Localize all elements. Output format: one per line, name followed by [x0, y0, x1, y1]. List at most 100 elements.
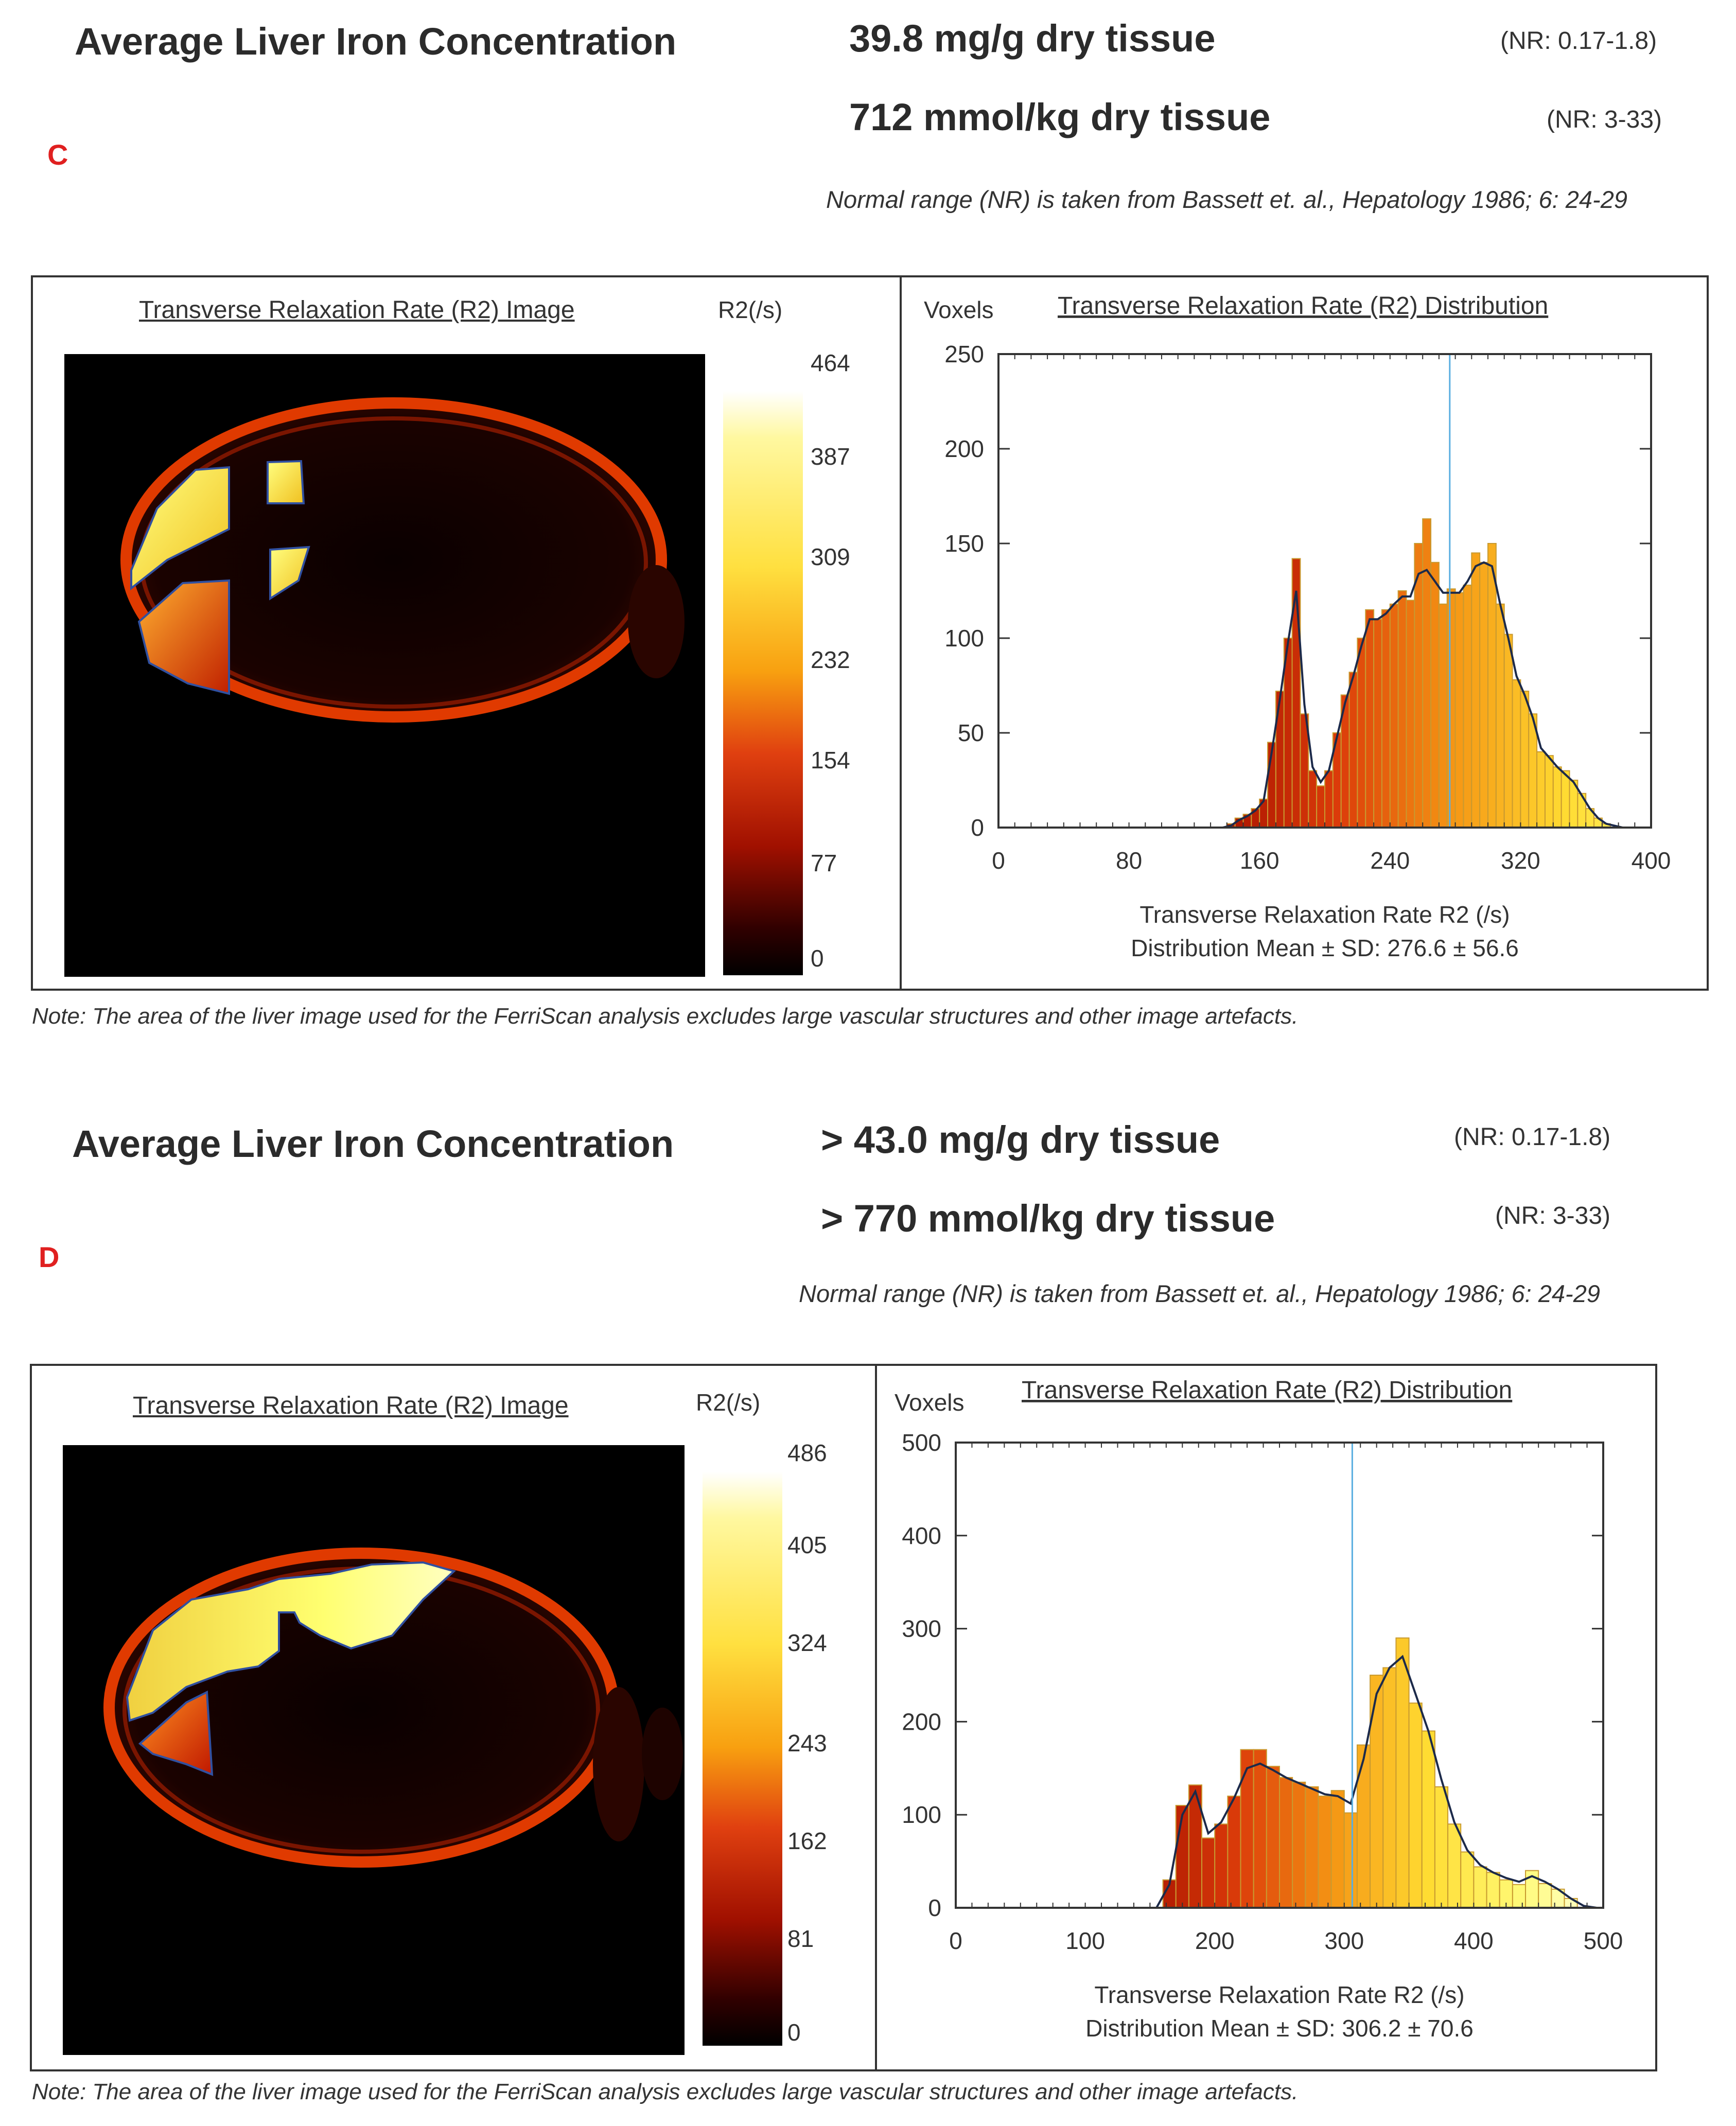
report-c-mri-svg — [120, 397, 685, 723]
report-c-x-tick-label: 80 — [1116, 847, 1142, 874]
report-c-cbar-tick: 309 — [811, 543, 850, 570]
report-d-x-tick-label: 0 — [949, 1927, 962, 1954]
report-c-mri-image — [64, 354, 705, 977]
report-c-cbar-tick: 464 — [811, 349, 850, 376]
report-d-bar — [1214, 1823, 1229, 1909]
report-c-bar — [1381, 609, 1391, 828]
report-c-y-tick-label: 50 — [958, 719, 984, 746]
report-c-cbar-tick: 387 — [811, 443, 850, 470]
report-d-label: D — [39, 1241, 60, 1273]
report-c-bar — [1560, 770, 1570, 828]
report-d-cbar-tick: 162 — [787, 1828, 827, 1854]
report-d-voxels-label: Voxels — [895, 1389, 965, 1416]
report-c-bar — [1536, 751, 1546, 828]
report-c-colorbar — [723, 391, 803, 975]
report-d-x-axis-label: Transverse Relaxation Rate R2 (/s) — [1094, 1981, 1464, 2008]
report-c-bar — [1446, 588, 1456, 828]
report-c-bar — [1512, 679, 1521, 829]
report-c-bar — [1520, 691, 1530, 828]
report-d-bar — [1279, 1777, 1293, 1908]
report-c-roi-2 — [267, 460, 305, 504]
report-c-roi-3 — [269, 546, 310, 601]
report-d-bar — [1175, 1805, 1189, 1908]
report-c-cbar-tick: 232 — [811, 646, 850, 673]
report-d-y-tick-label: 100 — [902, 1801, 941, 1828]
report-c-summary: Distribution Mean ± SD: 276.6 ± 56.6 — [1131, 935, 1519, 961]
report-d-colorbar-label: R2(/s) — [696, 1389, 761, 1416]
report-c-bar — [1430, 561, 1440, 828]
report-c-bar — [1389, 603, 1399, 828]
report-d-y-tick-label: 500 — [902, 1429, 941, 1456]
report-d-bar — [1330, 1790, 1345, 1909]
report-d-y-tick-label: 200 — [902, 1708, 941, 1735]
report-d-chart-title: Transverse Relaxation Rate (R2) Distribu… — [1022, 1377, 1512, 1404]
report-d-value-mmol: > 770 mmol/kg dry tissue — [821, 1197, 1275, 1240]
report-d-panel-divider — [875, 1364, 877, 2071]
report-d-bar — [1473, 1866, 1487, 1908]
report-d-nr-mmol: (NR: 3-33) — [1495, 1202, 1611, 1229]
report-d-mri-svg — [103, 1548, 683, 1868]
report-c-bar — [1406, 600, 1415, 829]
report-c-note: Note: The area of the liver image used f… — [32, 1004, 1299, 1029]
report-c-image-title: Transverse Relaxation Rate (R2) Image — [139, 296, 575, 324]
report-d-nr-mg: (NR: 0.17-1.8) — [1454, 1123, 1611, 1151]
report-d-bar — [1227, 1796, 1241, 1908]
report-d-bar — [1551, 1888, 1565, 1909]
report-d-value-mg: > 43.0 mg/g dry tissue — [821, 1118, 1220, 1161]
report-c-label: C — [47, 138, 68, 171]
report-c-y-tick-label: 200 — [944, 435, 984, 462]
report-c-bar — [1308, 770, 1318, 828]
report-d-bar — [1421, 1730, 1435, 1908]
report-c-value-mg: 39.8 mg/g dry tissue — [849, 17, 1216, 60]
report-c-bar — [1365, 609, 1375, 828]
report-c-title: Average Liver Iron Concentration — [75, 20, 677, 63]
report-c-panel-divider — [900, 275, 902, 991]
report-d-bar — [1292, 1781, 1306, 1908]
report-c-bar — [1487, 543, 1497, 828]
report-c-histogram: Transverse Relaxation Rate (R2) Distribu… — [944, 292, 1671, 961]
report-d-bar — [1370, 1675, 1384, 1908]
report-c-reference: Normal range (NR) is taken from Bassett … — [826, 186, 1627, 213]
report-d-title: Average Liver Iron Concentration — [72, 1122, 674, 1165]
report-c-bar — [1422, 518, 1432, 829]
report-c-colorbar-label: R2(/s) — [718, 296, 783, 323]
report-c-chart-title: Transverse Relaxation Rate (R2) Distribu… — [1058, 292, 1548, 320]
report-c-x-tick-label: 0 — [992, 847, 1005, 874]
report-d-bar — [1512, 1884, 1527, 1908]
report-d-bar — [1460, 1851, 1475, 1909]
report-c-bar — [1397, 590, 1407, 828]
report-c-x-axis-label: Transverse Relaxation Rate R2 (/s) — [1139, 901, 1510, 928]
report-d-cbar-tick: 486 — [787, 1439, 827, 1466]
report-d-bar — [1395, 1637, 1410, 1908]
report-d-histogram: Transverse Relaxation Rate (R2) Distribu… — [902, 1377, 1623, 2042]
report-d-image-title: Transverse Relaxation Rate (R2) Image — [133, 1392, 569, 1419]
report-d-x-tick-label: 300 — [1324, 1927, 1364, 1954]
report-c-bar — [1324, 770, 1334, 828]
report-c-value-mmol: 712 mmol/kg dry tissue — [849, 96, 1271, 138]
report-c-cbar-tick: 77 — [811, 850, 837, 876]
report-d-x-tick-label: 500 — [1584, 1927, 1623, 1954]
report-d-roi-1 — [126, 1561, 456, 1722]
report-c-x-tick-label: 400 — [1632, 847, 1671, 874]
report-c-bar — [1552, 766, 1562, 828]
report-d-colorbar — [703, 1472, 782, 2046]
report-d-x-tick-label: 400 — [1454, 1927, 1494, 1954]
report-d-bar — [1305, 1786, 1319, 1909]
report-d-mri-image — [63, 1445, 685, 2055]
report-d-bar — [1343, 1812, 1358, 1908]
report-d-cbar-tick: 0 — [787, 2019, 801, 2046]
report-c-x-tick-label: 320 — [1501, 847, 1540, 874]
report-c-nr-mmol: (NR: 3-33) — [1547, 106, 1662, 133]
report-c-body-outline — [120, 397, 667, 723]
report-c-bar — [1373, 619, 1382, 828]
report-d-x-tick-label: 200 — [1195, 1927, 1235, 1954]
report-d-bar — [1538, 1883, 1552, 1909]
report-d-y-tick-label: 0 — [928, 1894, 941, 1921]
report-d-bar — [1253, 1749, 1267, 1908]
report-d-bar — [1486, 1872, 1500, 1909]
report-c-bar — [1495, 603, 1505, 828]
report-c-y-tick-label: 0 — [971, 814, 984, 841]
report-d-cbar-tick: 81 — [787, 1925, 814, 1952]
report-c-bar — [1471, 552, 1481, 828]
report-d-cbar-tick: 405 — [787, 1532, 827, 1558]
